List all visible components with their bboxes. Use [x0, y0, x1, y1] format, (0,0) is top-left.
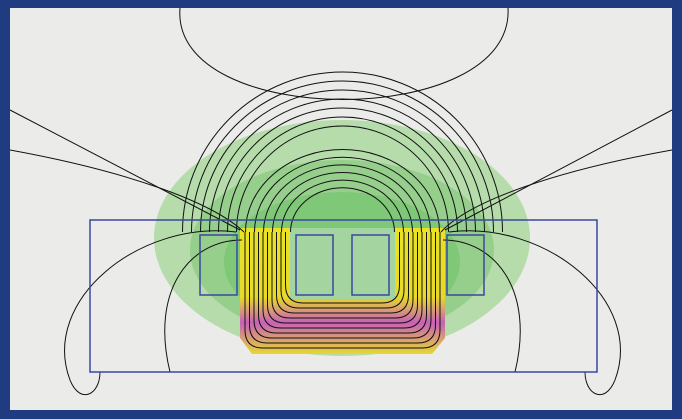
- field-line: [272, 172, 413, 233]
- field-line: [191, 80, 494, 233]
- field-line: [254, 156, 431, 233]
- field-line: [244, 232, 441, 349]
- field-line: [249, 232, 436, 344]
- field-line: [262, 232, 423, 329]
- field-line: [227, 116, 458, 233]
- field-line: [245, 149, 440, 233]
- coil: [446, 234, 485, 296]
- coil: [295, 234, 334, 296]
- plot-area: [10, 8, 672, 396]
- coil: [199, 234, 238, 296]
- field-line: [258, 232, 427, 334]
- coil: [351, 234, 390, 296]
- field-line: [267, 232, 418, 324]
- field-line: [64, 230, 237, 396]
- field-line: [236, 125, 449, 233]
- field-line: [285, 232, 400, 304]
- field-line: [164, 239, 243, 373]
- field-line: [200, 89, 485, 233]
- field-line: [10, 109, 241, 231]
- field-line: [209, 98, 476, 233]
- field-line: [276, 232, 409, 314]
- field-line: [182, 71, 503, 233]
- field-line: [280, 232, 405, 309]
- core-slot: [290, 228, 395, 300]
- field-line: [442, 239, 521, 373]
- field-line: [281, 179, 404, 233]
- field-line: [253, 232, 432, 339]
- housing-outline: [89, 219, 598, 373]
- field-line: [263, 164, 422, 233]
- field-line: [218, 107, 467, 233]
- field-line: [271, 232, 414, 319]
- field-line: [290, 187, 395, 233]
- field-line: [448, 230, 621, 396]
